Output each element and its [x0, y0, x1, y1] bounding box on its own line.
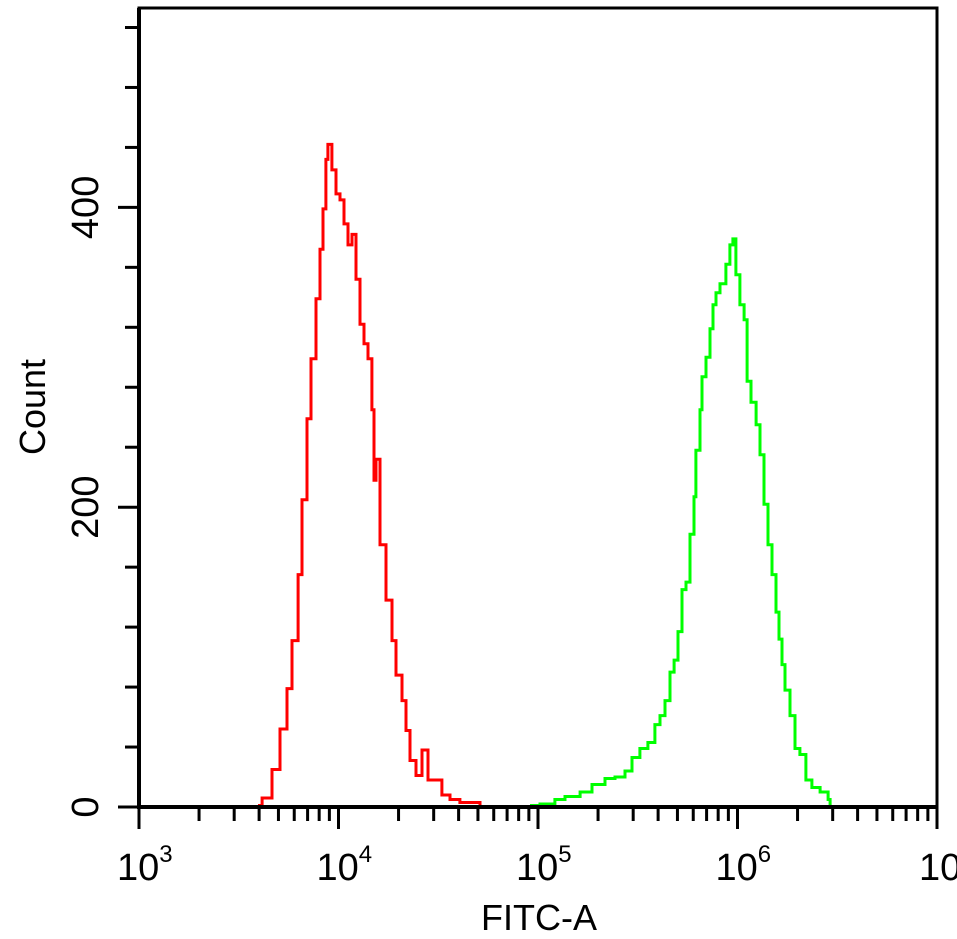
- x-tick-label: 105: [516, 841, 572, 889]
- histogram-series-1: [258, 142, 482, 807]
- series-layer: [258, 142, 832, 807]
- x-tick-label: 104: [317, 841, 373, 889]
- x-tick-labels: 103 104 105 106 10: [117, 841, 957, 889]
- histogram-series-2: [530, 237, 832, 807]
- x-axis-title: FITC-A: [481, 897, 597, 938]
- x-tick-label: 103: [117, 841, 173, 889]
- y-tick-label: 400: [65, 176, 107, 239]
- y-tick-labels: 0 200 400: [65, 176, 107, 818]
- plot-frame: [137, 6, 939, 809]
- x-tick-label: 106: [716, 841, 772, 889]
- y-axis-title: Count: [12, 359, 53, 455]
- axes-layer: [118, 6, 939, 829]
- y-tick-label: 200: [65, 475, 107, 538]
- x-tick-label: 10: [919, 847, 957, 889]
- y-tick-label: 0: [65, 796, 107, 817]
